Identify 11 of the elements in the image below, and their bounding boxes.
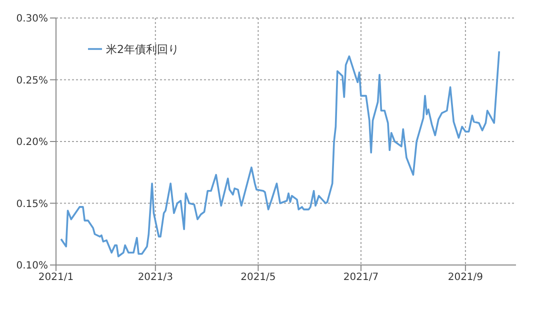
y-tick-label: 0.25% (16, 75, 48, 86)
x-tick-label: 2021/5 (240, 272, 276, 284)
y-tick-label: 0.10% (16, 260, 48, 272)
x-tick-label: 2021/1 (38, 272, 74, 284)
legend-label: 米2年債利回り (106, 43, 179, 56)
y-tick-label: 0.30% (16, 14, 48, 25)
y-tick-label: 0.15% (16, 198, 48, 210)
x-tick-label: 2021/9 (448, 272, 484, 284)
x-tick-label: 2021/3 (138, 272, 174, 284)
y-tick-label: 0.20% (16, 137, 48, 148)
x-tick-label: 2021/7 (343, 272, 379, 284)
